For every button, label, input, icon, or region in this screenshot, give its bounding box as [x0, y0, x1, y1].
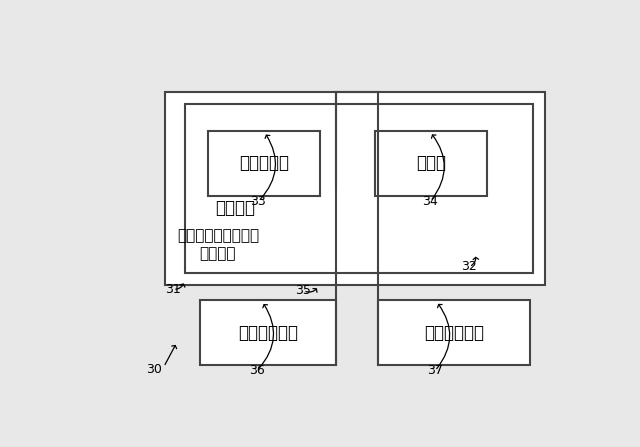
Bar [208, 131, 320, 196]
Bar [184, 104, 533, 273]
Bar [200, 300, 336, 366]
Text: 36: 36 [249, 364, 264, 377]
Text: 30: 30 [146, 363, 161, 376]
Bar [374, 131, 487, 196]
Text: 入力デバイス: 入力デバイス [238, 324, 298, 342]
Bar [378, 300, 529, 366]
Text: 34: 34 [422, 195, 438, 208]
Text: 32: 32 [461, 261, 477, 274]
Bar [165, 92, 545, 285]
Text: 31: 31 [165, 283, 181, 296]
Text: プロセッサ: プロセッサ [239, 154, 289, 172]
Text: 処理回路: 処理回路 [216, 198, 255, 217]
Text: 35: 35 [295, 284, 311, 297]
Text: 37: 37 [427, 364, 443, 377]
Text: 表示デバイス: 表示デバイス [424, 324, 484, 342]
Text: コンピューティング
システム: コンピューティング システム [177, 228, 259, 261]
Text: 33: 33 [250, 195, 266, 208]
Text: メモリ: メモリ [416, 154, 446, 172]
